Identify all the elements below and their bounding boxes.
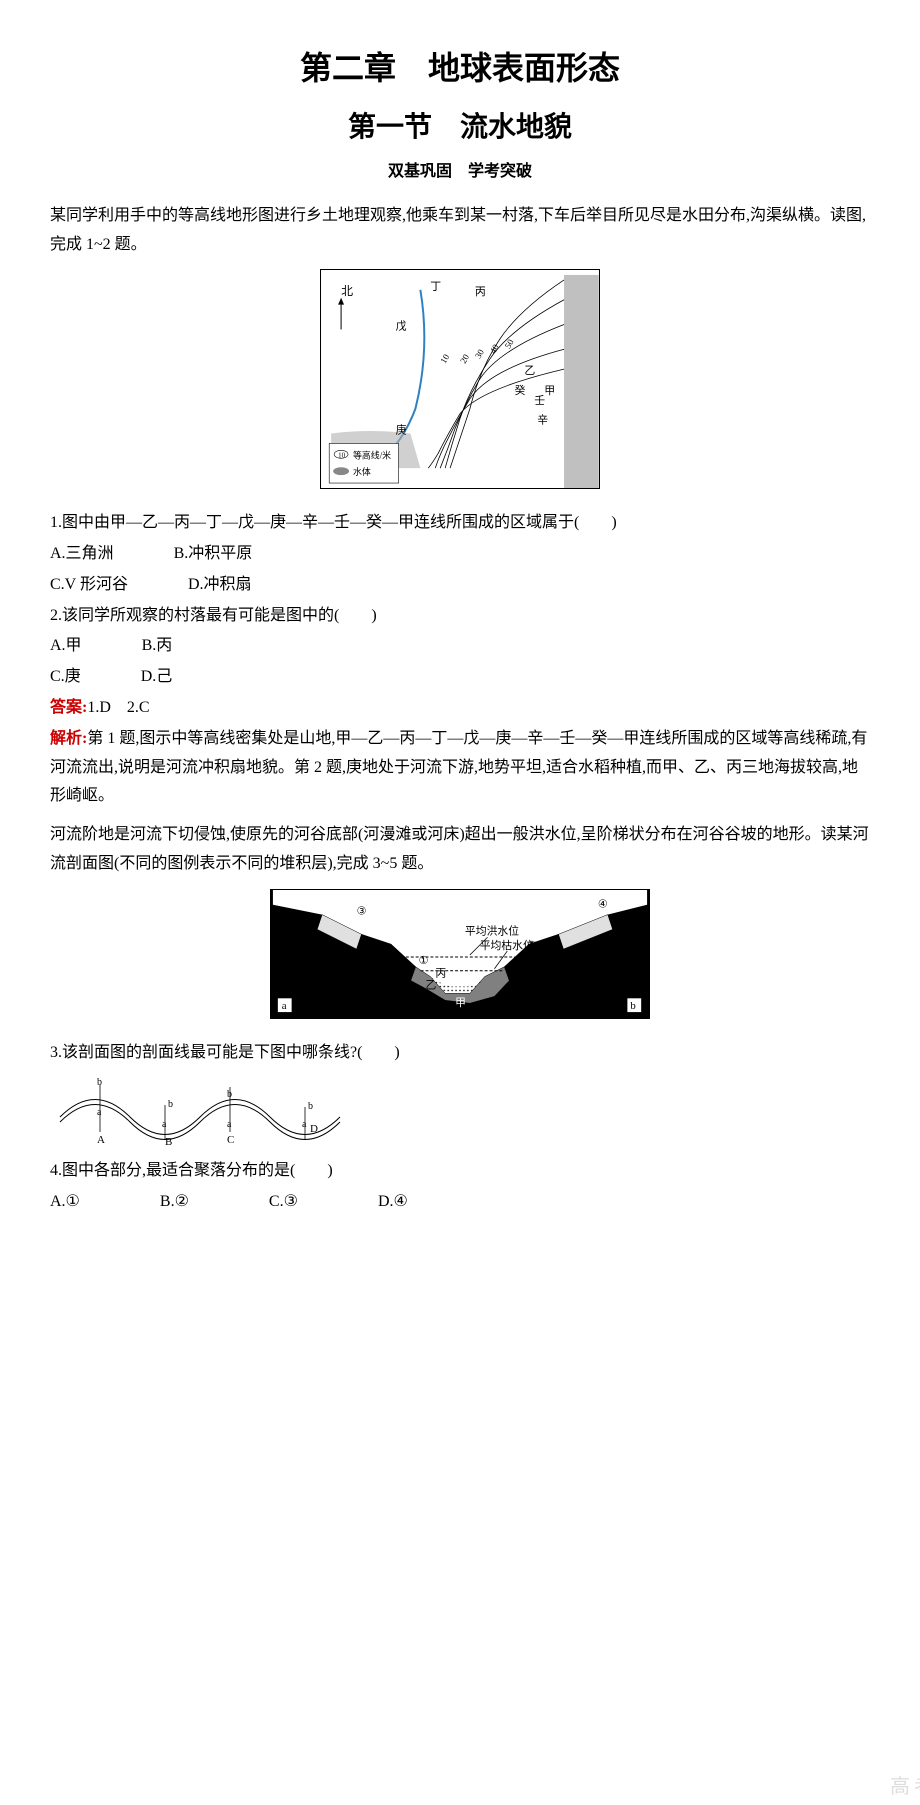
- svg-text:乙: 乙: [426, 978, 437, 991]
- svg-text:壬: 壬: [534, 394, 545, 407]
- q4-options: A.① B.② C.③ D.④: [50, 1188, 870, 1217]
- svg-text:丁: 丁: [430, 281, 441, 293]
- q4-optD: D.④: [378, 1188, 408, 1217]
- svg-text:平均洪水位: 平均洪水位: [465, 923, 519, 937]
- question-2: 2.该同学所观察的村落最有可能是图中的( ): [50, 602, 870, 631]
- analysis-label: 解析:: [50, 730, 87, 747]
- svg-text:辛: 辛: [537, 413, 548, 427]
- svg-text:b: b: [97, 1077, 102, 1088]
- svg-text:庚: 庚: [396, 423, 407, 437]
- svg-text:a: a: [282, 1000, 287, 1012]
- q2-options-row2: C.庚 D.己: [50, 663, 870, 692]
- subtitle: 双基巩固 学考突破: [50, 158, 870, 187]
- q1-optA: A.三角洲: [50, 540, 114, 569]
- svg-text:B: B: [165, 1136, 172, 1147]
- svg-text:②: ②: [527, 940, 537, 952]
- svg-text:b: b: [308, 1101, 313, 1112]
- analysis-12: 解析:第 1 题,图示中等高线密集处是山地,甲—乙—丙—丁—戊—庚—辛—壬—癸—…: [50, 725, 870, 811]
- svg-text:①: ①: [419, 955, 429, 967]
- svg-text:等高线/米: 等高线/米: [353, 450, 391, 461]
- svg-text:③: ③: [357, 905, 367, 917]
- intro-2: 河流阶地是河流下切侵蚀,使原先的河谷底部(河漫滩或河床)超出一般洪水位,呈阶梯状…: [50, 821, 870, 879]
- svg-text:C: C: [227, 1134, 234, 1146]
- svg-text:乙: 乙: [524, 364, 535, 377]
- q1-options-row1: A.三角洲 B.冲积平原: [50, 540, 870, 569]
- q2-optC: C.庚: [50, 663, 81, 692]
- svg-text:④: ④: [598, 898, 608, 910]
- river-profile-svg: 平均洪水位 平均枯水位 ① ② ③ ④ 甲 乙 丙 a b: [271, 890, 649, 1018]
- q1-optD: D.冲积扇: [188, 571, 252, 600]
- meander-figure: b a A b a B b a C b a D: [50, 1077, 870, 1147]
- contour-map-svg: 北 甲 乙 丙 丁 戊 己 庚 辛 壬 癸 10 20 30 40 50: [321, 270, 599, 488]
- svg-text:b: b: [168, 1099, 173, 1110]
- svg-text:a: a: [97, 1107, 102, 1118]
- svg-text:b: b: [227, 1089, 232, 1100]
- svg-text:丙: 丙: [435, 967, 446, 979]
- answer-label: 答案:: [50, 699, 87, 716]
- q4-optC: C.③: [269, 1188, 298, 1217]
- q1-optC: C.V 形河谷: [50, 571, 128, 600]
- analysis-text: 第 1 题,图示中等高线密集处是山地,甲—乙—丙—丁—戊—庚—辛—壬—癸—甲连线…: [50, 730, 867, 805]
- watermark: 高考资源网: [890, 1769, 920, 1805]
- question-4: 4.图中各部分,最适合聚落分布的是( ): [50, 1157, 870, 1186]
- q1-options-row2: C.V 形河谷 D.冲积扇: [50, 571, 870, 600]
- question-1: 1.图中由甲—乙—丙—丁—戊—庚—辛—壬—癸—甲连线所围成的区域属于( ): [50, 509, 870, 538]
- svg-text:a: a: [227, 1119, 232, 1130]
- q2-optD: D.己: [141, 663, 173, 692]
- svg-text:丙: 丙: [475, 286, 486, 298]
- svg-text:甲: 甲: [455, 997, 466, 1009]
- q4-optB: B.②: [160, 1188, 189, 1217]
- svg-text:平均枯水位: 平均枯水位: [480, 938, 534, 952]
- q1-optB: B.冲积平原: [174, 540, 253, 569]
- svg-text:a: a: [162, 1119, 167, 1130]
- meander-svg: b a A b a B b a C b a D: [50, 1077, 350, 1147]
- chapter-title: 第二章 地球表面形态: [50, 40, 870, 98]
- section-title: 第一节 流水地貌: [50, 103, 870, 153]
- intro-1: 某同学利用手中的等高线地形图进行乡土地理观察,他乘车到某一村落,下车后举目所见尽…: [50, 202, 870, 260]
- q2-options-row1: A.甲 B.丙: [50, 632, 870, 661]
- svg-text:D: D: [310, 1123, 318, 1135]
- svg-text:甲: 甲: [544, 385, 555, 397]
- svg-text:北: 北: [341, 284, 353, 298]
- svg-text:癸: 癸: [515, 383, 526, 397]
- profile-figure: 平均洪水位 平均枯水位 ① ② ③ ④ 甲 乙 丙 a b 高考资源网: [50, 889, 870, 1029]
- svg-text:戊: 戊: [396, 320, 407, 333]
- map-figure: 北 甲 乙 丙 丁 戊 己 庚 辛 壬 癸 10 20 30 40 50: [50, 269, 870, 499]
- svg-text:A: A: [97, 1134, 105, 1146]
- svg-text:a: a: [302, 1119, 307, 1130]
- svg-text:10: 10: [338, 453, 345, 460]
- q2-optA: A.甲: [50, 632, 82, 661]
- q2-optB: B.丙: [142, 632, 173, 661]
- answer-text: 1.D 2.C: [87, 699, 149, 716]
- svg-text:b: b: [630, 1000, 635, 1012]
- question-3: 3.该剖面图的剖面线最可能是下图中哪条线?( ): [50, 1039, 870, 1068]
- q4-optA: A.①: [50, 1188, 80, 1217]
- answer-12: 答案:1.D 2.C: [50, 694, 870, 723]
- svg-text:水体: 水体: [353, 466, 371, 477]
